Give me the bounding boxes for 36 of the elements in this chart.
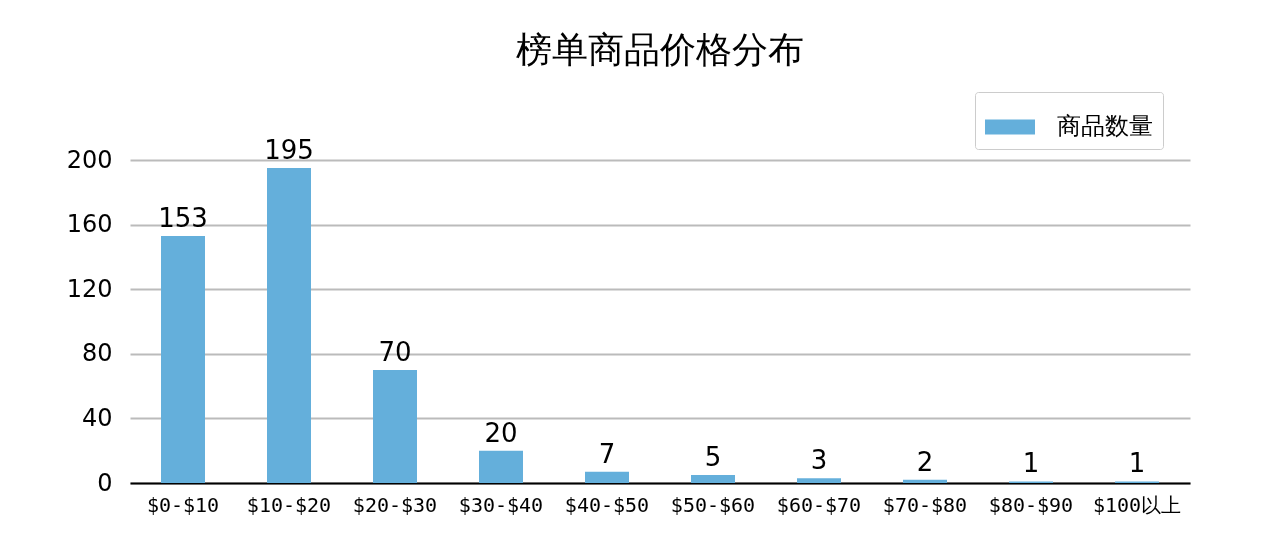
data-label: 5 xyxy=(704,441,722,472)
bar xyxy=(373,369,417,483)
data-label: 153 xyxy=(158,202,208,233)
y-tick-label: 0 xyxy=(97,468,113,497)
legend-label: 商品数量 xyxy=(1057,112,1153,140)
bar xyxy=(691,474,735,483)
x-tick-label: $10-$20 xyxy=(246,492,332,517)
x-tick-label: $70-$80 xyxy=(882,492,968,517)
x-tick-label: $0-$10 xyxy=(146,492,220,517)
x-tick-label: $50-$60 xyxy=(670,492,756,517)
y-tick-label: 200 xyxy=(66,145,113,174)
data-label: 195 xyxy=(264,135,314,166)
bar xyxy=(903,479,947,483)
data-label: 3 xyxy=(810,445,828,476)
data-label: 1 xyxy=(1128,448,1146,479)
x-tick-label: $60-$70 xyxy=(776,492,862,517)
data-label: 2 xyxy=(916,446,934,477)
x-tick-label: $20-$30 xyxy=(352,492,438,517)
bar xyxy=(585,471,629,483)
x-tick-label: $40-$50 xyxy=(564,492,650,517)
chart-title: 榜单商品价格分布 xyxy=(516,28,804,70)
x-tick-label: $30-$40 xyxy=(458,492,544,517)
x-tick-label: $80-$90 xyxy=(988,492,1074,517)
y-tick-label: 160 xyxy=(66,210,113,239)
data-label: 1 xyxy=(1022,448,1040,479)
y-tick-label: 80 xyxy=(81,339,113,368)
bar xyxy=(161,235,205,483)
y-tick-label: 40 xyxy=(81,403,113,432)
data-label: 70 xyxy=(378,336,412,367)
data-label: 20 xyxy=(484,417,518,448)
x-tick-label: $100以上 xyxy=(1092,492,1182,517)
bar xyxy=(267,168,311,483)
bar xyxy=(479,450,523,483)
data-label: 7 xyxy=(598,438,616,469)
bar xyxy=(797,478,841,483)
y-tick-label: 120 xyxy=(66,274,113,303)
